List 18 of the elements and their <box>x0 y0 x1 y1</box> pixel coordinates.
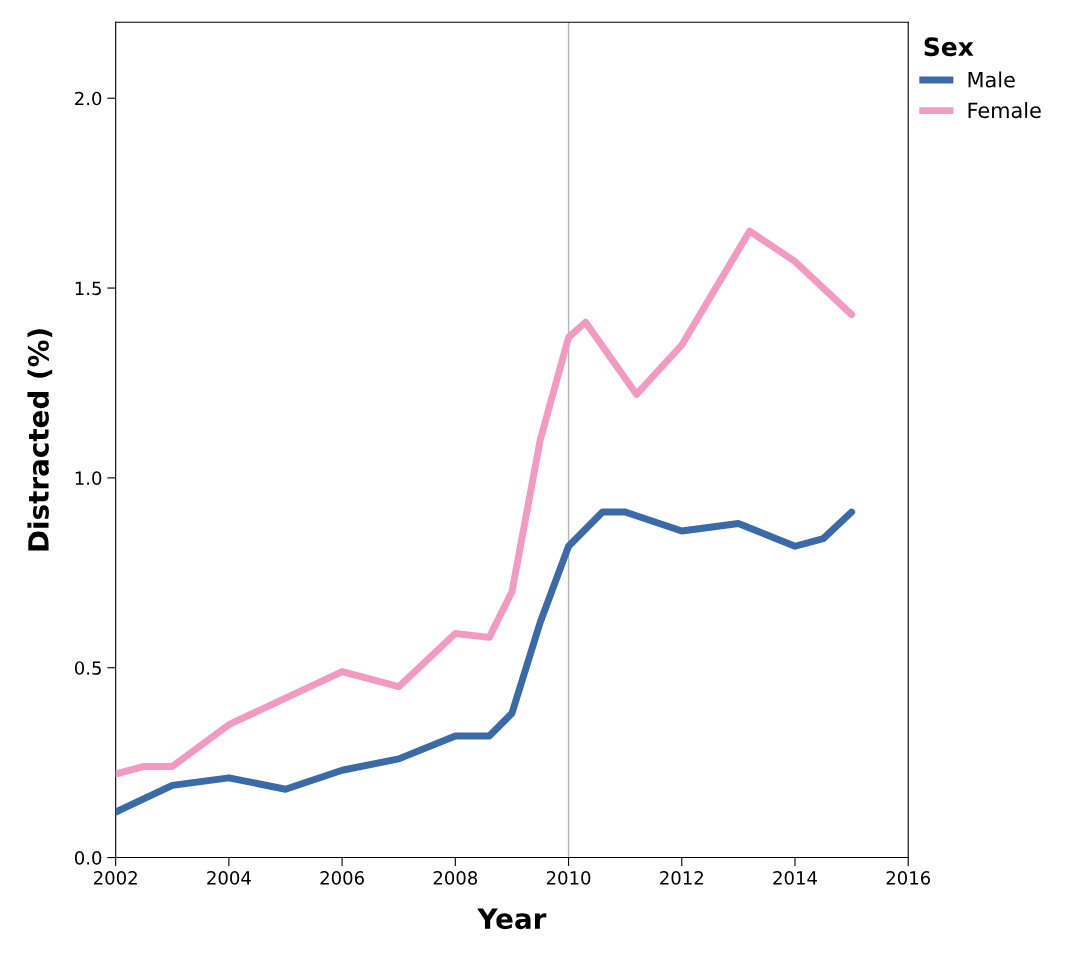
x-tick-label: 2008 <box>433 871 478 885</box>
x-tick-label: 2010 <box>546 871 591 885</box>
x-tick-label: 2014 <box>773 871 817 885</box>
y-axis-title: Distracted (%) <box>27 329 53 551</box>
x-tick-label: 2006 <box>320 871 364 885</box>
y-tick-label: 1.0 <box>75 471 102 486</box>
x-tick-label: 2004 <box>207 871 251 885</box>
x-axis-title: Year <box>477 908 547 930</box>
legend-title: Sex <box>924 37 974 57</box>
x-tick-label: 2012 <box>660 871 703 885</box>
x-tick-label: 2016 <box>886 871 931 885</box>
y-tick-label: 0.0 <box>74 851 102 865</box>
x-tick-label: 2002 <box>94 871 137 885</box>
legend-label: Male <box>968 71 1015 88</box>
y-tick-label: 2.0 <box>75 91 102 106</box>
y-tick-label: 0.5 <box>74 661 101 675</box>
y-tick-label: 1.5 <box>75 281 101 296</box>
legend-label: Female <box>968 102 1041 119</box>
